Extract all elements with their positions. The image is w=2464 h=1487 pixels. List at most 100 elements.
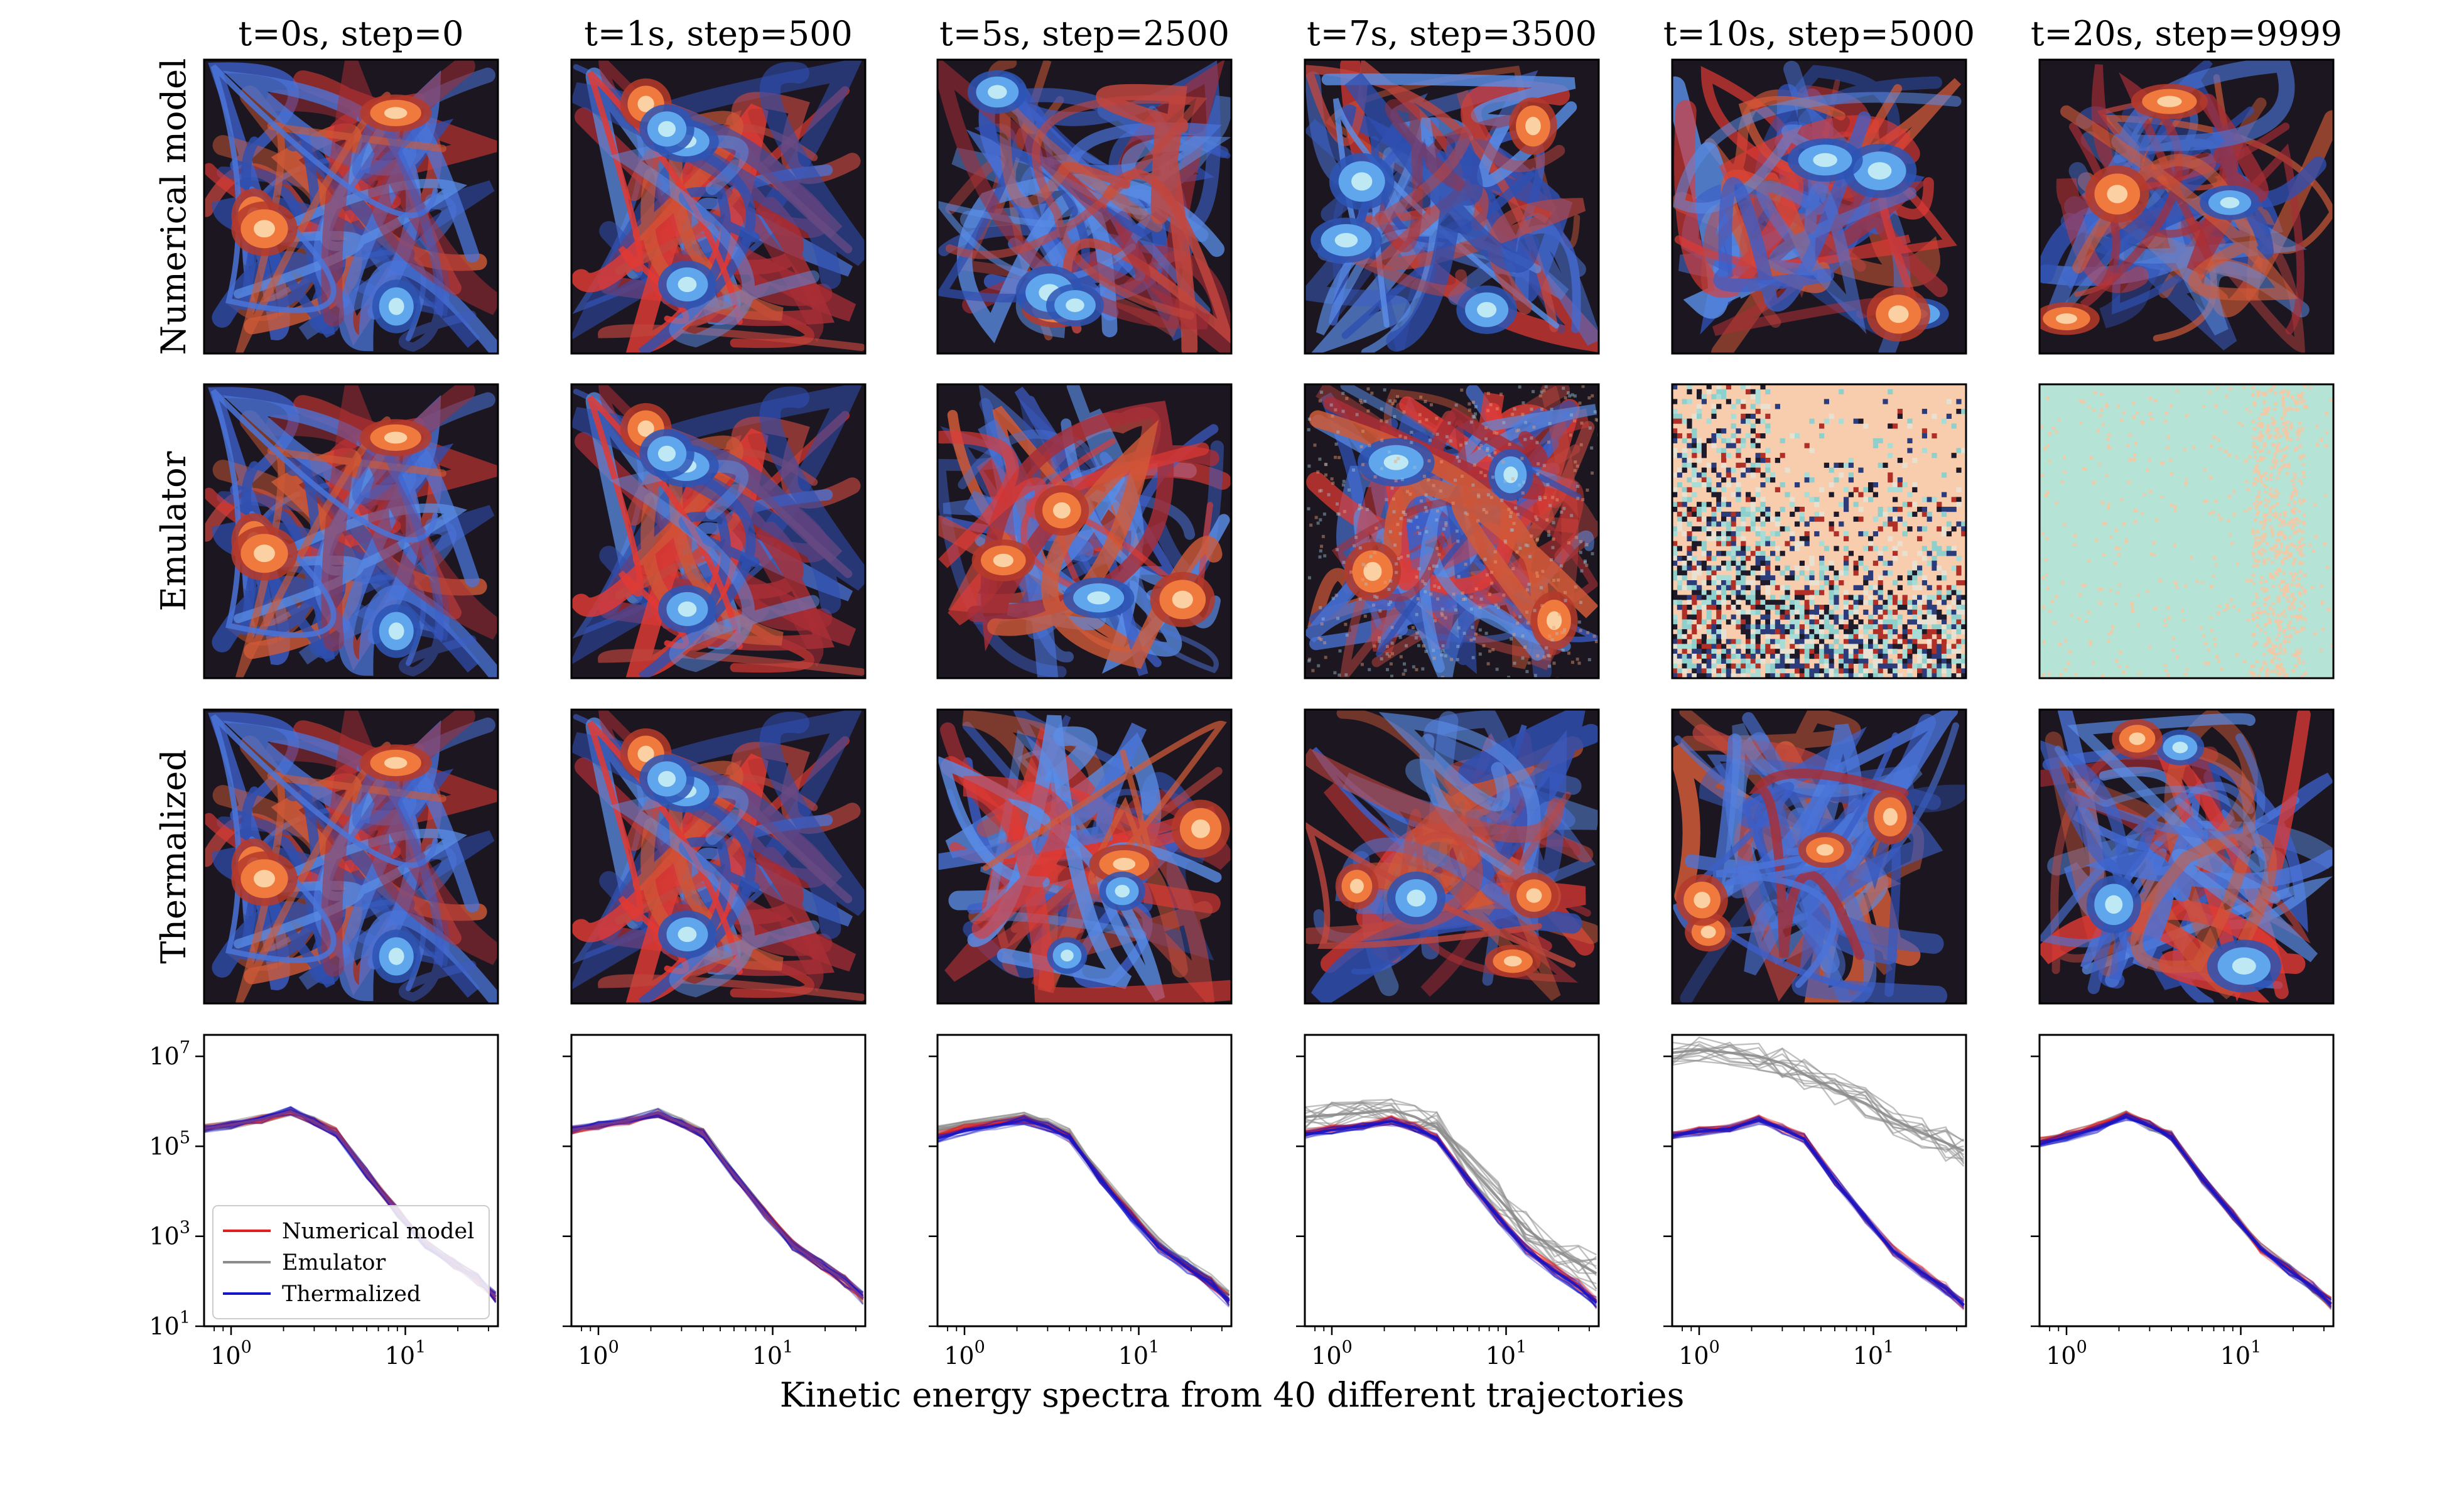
legend-label: Thermalized <box>282 1282 421 1307</box>
legend-label: Numerical model <box>282 1219 474 1244</box>
spectrum-line <box>2040 1113 2332 1308</box>
spectrum-line <box>1305 1123 1597 1304</box>
spectrum-line <box>571 1111 864 1299</box>
vorticity-field-image <box>1304 383 1600 679</box>
series-numerical-model <box>938 1113 1230 1307</box>
spectrum-line <box>2040 1114 2332 1307</box>
field-frame <box>2038 708 2335 1005</box>
y-tick-label: 107 <box>149 1038 190 1070</box>
spectrum-line <box>571 1115 864 1297</box>
column-title: t=1s, step=500 <box>584 14 853 53</box>
column-title: t=7s, step=3500 <box>1307 14 1597 53</box>
spectrum-line <box>2040 1111 2332 1306</box>
spectrum-line <box>938 1118 1230 1306</box>
spectrum-line <box>1305 1122 1597 1307</box>
vorticity-field-image <box>203 383 499 679</box>
vorticity-field-image <box>203 58 499 355</box>
spectrum-line <box>2040 1112 2332 1307</box>
spectrum-line <box>1305 1115 1597 1301</box>
spectrum-line <box>2040 1117 2332 1307</box>
vorticity-field-image <box>1304 708 1600 1005</box>
spectrum-line <box>571 1115 864 1301</box>
spectrum-line <box>1672 1042 1964 1142</box>
spectrum-line <box>938 1114 1230 1297</box>
x-tick-label: 101 <box>1853 1338 1894 1370</box>
y-tick-label: 103 <box>149 1218 190 1250</box>
field-frame <box>936 58 1233 355</box>
spectrum-line <box>1305 1110 1597 1267</box>
spectrum-line <box>571 1116 864 1297</box>
spectrum-line <box>2040 1116 2332 1309</box>
spectrum-line <box>571 1115 864 1297</box>
spectrum-line <box>2040 1114 2332 1309</box>
spectrum-line <box>2040 1119 2332 1305</box>
spectrum-line <box>1305 1122 1597 1306</box>
column-title: t=20s, step=9999 <box>2031 14 2342 53</box>
spectrum-line <box>571 1116 863 1294</box>
axes-frame <box>1304 1034 1600 1327</box>
spectrum-line <box>571 1110 864 1299</box>
spectrum-line <box>938 1113 1230 1307</box>
series-numerical-model <box>2040 1110 2332 1310</box>
field-frame <box>936 383 1233 679</box>
spectrum-panel: 100 101 <box>1296 1034 1600 1370</box>
spectrum-line <box>1672 1115 1965 1309</box>
field-frame <box>203 708 499 1005</box>
y-tick-label: 105 <box>149 1128 190 1160</box>
column-title: t=5s, step=2500 <box>939 14 1229 53</box>
spectrum-line <box>1305 1110 1597 1256</box>
legend: Numerical model Emulator Thermalized <box>212 1205 490 1319</box>
field-frame <box>570 708 867 1005</box>
spectrum-line <box>1305 1106 1597 1275</box>
spectrum-panel: 100 101 <box>2031 1034 2335 1370</box>
spectrum-line <box>2040 1111 2332 1310</box>
spectrum-line <box>2040 1113 2332 1305</box>
spectrum-line <box>1305 1123 1597 1308</box>
x-tick-label: 101 <box>385 1338 426 1370</box>
series-emulator <box>571 1107 864 1305</box>
row-label: Numerical model <box>154 58 193 355</box>
series-numerical-model <box>571 1110 864 1302</box>
vorticity-field-image <box>203 708 499 1005</box>
spectrum-line <box>571 1113 864 1302</box>
figure-xlabel: Kinetic energy spectra from 40 different… <box>780 1375 1685 1415</box>
spectrum-line <box>938 1115 1230 1304</box>
x-tick-label: 101 <box>2220 1338 2262 1370</box>
row-label: Thermalized <box>154 749 193 963</box>
vorticity-field-image <box>936 58 1233 355</box>
vorticity-field-image <box>936 383 1233 679</box>
spectrum-line <box>571 1111 864 1299</box>
vorticity-field-image <box>1304 58 1600 355</box>
series-emulator <box>1305 1098 1597 1292</box>
spectrum-line <box>1672 1120 1965 1309</box>
x-tick-label: 100 <box>210 1338 252 1370</box>
spectrum-line <box>938 1117 1230 1303</box>
spectrum-line <box>938 1116 1230 1307</box>
spectrum-line <box>571 1116 864 1297</box>
spectrum-line <box>2040 1115 2332 1305</box>
spectrum-line <box>2040 1115 2332 1306</box>
spectrum-line <box>571 1116 864 1297</box>
series-thermalized <box>1672 1115 1965 1310</box>
spectrum-line <box>1672 1117 1965 1308</box>
spectrum-line <box>571 1117 864 1305</box>
spectrum-line <box>1672 1117 1965 1306</box>
field-frame <box>1304 708 1600 1005</box>
spectrum-line <box>571 1115 864 1304</box>
vorticity-field-image <box>570 708 867 1005</box>
spectrum-line <box>938 1112 1230 1302</box>
spectrum-line <box>2040 1115 2332 1306</box>
spectrum-line <box>2040 1114 2332 1304</box>
spectrum-line <box>938 1118 1230 1302</box>
spectrum-line <box>1672 1117 1965 1307</box>
spectrum-line <box>1672 1041 1965 1159</box>
spectrum-panel: 100 101 <box>563 1034 867 1370</box>
spectrum-line <box>571 1113 864 1300</box>
spectrum-line <box>2040 1115 2332 1308</box>
field-frame <box>203 383 499 679</box>
vorticity-field-image <box>570 383 867 679</box>
spectrum-line <box>571 1115 864 1301</box>
spectrum-line <box>938 1116 1230 1306</box>
field-frame <box>2038 58 2335 355</box>
